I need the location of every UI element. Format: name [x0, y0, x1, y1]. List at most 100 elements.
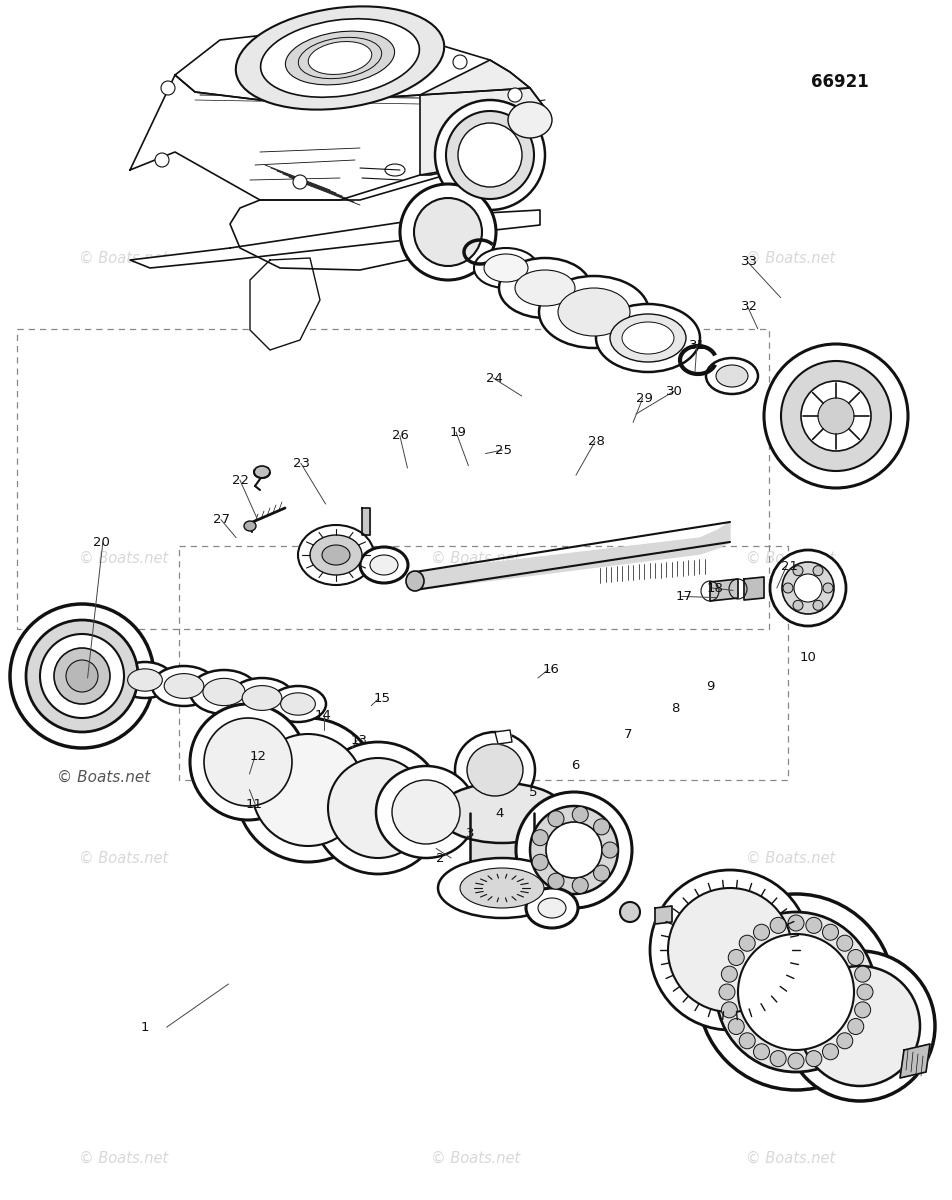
Polygon shape	[470, 814, 534, 888]
Ellipse shape	[739, 1033, 755, 1049]
Polygon shape	[900, 1044, 930, 1078]
Ellipse shape	[244, 521, 256, 530]
Ellipse shape	[818, 398, 854, 434]
Ellipse shape	[26, 620, 138, 732]
Ellipse shape	[308, 42, 372, 74]
Text: © Boats.net: © Boats.net	[79, 1151, 169, 1165]
Polygon shape	[130, 210, 540, 268]
Ellipse shape	[286, 31, 394, 85]
Polygon shape	[415, 522, 730, 590]
Ellipse shape	[788, 1054, 804, 1069]
Ellipse shape	[739, 935, 755, 952]
Ellipse shape	[236, 6, 445, 109]
Text: © Boats.net: © Boats.net	[431, 551, 521, 565]
Ellipse shape	[783, 583, 793, 593]
Polygon shape	[420, 60, 545, 175]
Ellipse shape	[572, 806, 588, 822]
Bar	[179, 546, 788, 780]
Ellipse shape	[400, 184, 496, 280]
Text: 5: 5	[529, 786, 538, 798]
Ellipse shape	[538, 898, 566, 918]
Ellipse shape	[40, 634, 124, 718]
Ellipse shape	[855, 966, 871, 982]
Text: 14: 14	[314, 709, 331, 721]
Ellipse shape	[813, 600, 823, 611]
Ellipse shape	[310, 535, 362, 575]
Text: 20: 20	[93, 536, 110, 548]
Ellipse shape	[328, 758, 428, 858]
Ellipse shape	[738, 934, 854, 1050]
Ellipse shape	[785, 950, 935, 1102]
Ellipse shape	[66, 660, 98, 692]
Ellipse shape	[438, 858, 566, 918]
Text: © Boats.net: © Boats.net	[431, 251, 521, 265]
Text: 17: 17	[676, 590, 693, 602]
Polygon shape	[655, 906, 672, 924]
Text: 4: 4	[495, 808, 504, 820]
Ellipse shape	[770, 550, 846, 626]
Ellipse shape	[508, 102, 552, 138]
Text: 30: 30	[666, 385, 684, 397]
Ellipse shape	[376, 766, 476, 858]
Ellipse shape	[793, 565, 803, 576]
Text: 2: 2	[436, 852, 445, 864]
Ellipse shape	[722, 1002, 738, 1018]
Ellipse shape	[719, 984, 735, 1000]
Ellipse shape	[10, 604, 154, 748]
Ellipse shape	[190, 670, 258, 714]
Ellipse shape	[548, 874, 564, 889]
Text: 7: 7	[624, 728, 632, 740]
Ellipse shape	[261, 19, 420, 97]
Polygon shape	[250, 258, 320, 350]
Ellipse shape	[406, 571, 424, 590]
Ellipse shape	[467, 744, 523, 796]
Ellipse shape	[753, 1044, 769, 1060]
Ellipse shape	[370, 554, 398, 575]
Ellipse shape	[855, 1002, 871, 1018]
Ellipse shape	[794, 574, 822, 602]
Text: 26: 26	[392, 430, 409, 442]
Text: 18: 18	[706, 582, 724, 594]
Ellipse shape	[548, 811, 564, 827]
Ellipse shape	[453, 55, 467, 68]
Ellipse shape	[782, 562, 834, 614]
Ellipse shape	[722, 966, 738, 982]
Ellipse shape	[508, 88, 522, 102]
Polygon shape	[495, 730, 512, 744]
Ellipse shape	[392, 780, 460, 844]
Ellipse shape	[837, 1033, 853, 1049]
Ellipse shape	[823, 1044, 839, 1060]
Text: 27: 27	[213, 514, 230, 526]
Polygon shape	[710, 578, 738, 601]
Ellipse shape	[800, 966, 920, 1086]
Ellipse shape	[414, 198, 482, 266]
Text: 3: 3	[466, 828, 475, 840]
Ellipse shape	[781, 361, 891, 470]
Ellipse shape	[716, 365, 748, 386]
Ellipse shape	[322, 545, 350, 565]
Polygon shape	[175, 30, 530, 100]
Ellipse shape	[622, 322, 674, 354]
Ellipse shape	[610, 314, 686, 362]
Text: 10: 10	[800, 652, 817, 664]
Ellipse shape	[515, 270, 575, 306]
Ellipse shape	[558, 288, 630, 336]
Ellipse shape	[312, 742, 444, 874]
Ellipse shape	[152, 666, 216, 706]
Text: © Boats.net: © Boats.net	[745, 851, 835, 865]
Polygon shape	[744, 577, 764, 600]
Ellipse shape	[823, 583, 833, 593]
Text: 23: 23	[293, 457, 310, 469]
Ellipse shape	[270, 686, 326, 722]
Ellipse shape	[532, 854, 548, 870]
Ellipse shape	[458, 122, 522, 187]
Ellipse shape	[204, 718, 292, 806]
Text: © Boats.net: © Boats.net	[745, 1151, 835, 1165]
Ellipse shape	[847, 1019, 863, 1034]
Ellipse shape	[805, 1051, 822, 1067]
Polygon shape	[362, 508, 370, 535]
Ellipse shape	[293, 175, 307, 188]
Text: 1: 1	[141, 1021, 149, 1033]
Ellipse shape	[203, 678, 245, 706]
Ellipse shape	[117, 662, 173, 698]
